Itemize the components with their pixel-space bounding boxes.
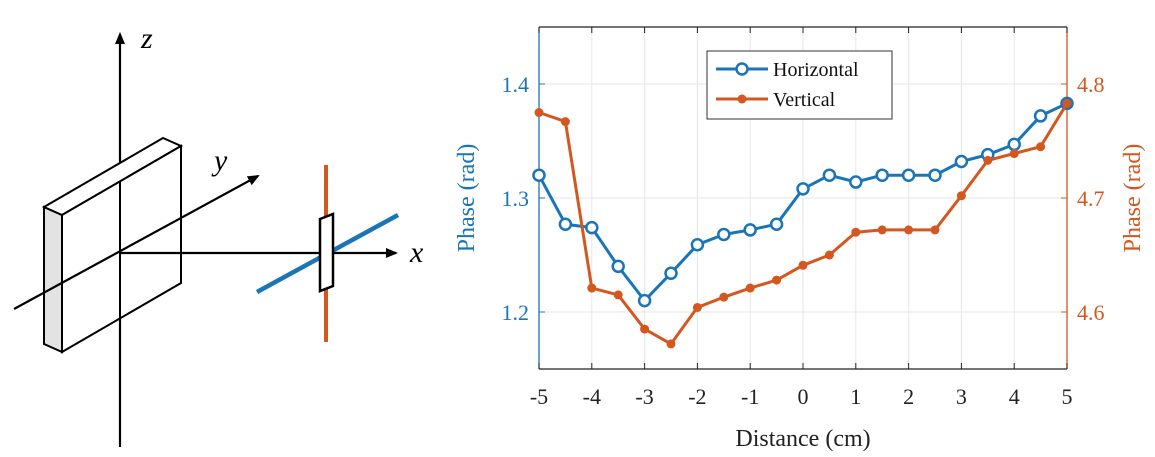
schematic-diagram: z y x (13, 22, 424, 447)
vertical-data-point (587, 283, 597, 293)
legend-horizontal-label: Horizontal (773, 59, 859, 81)
right-y-tick-label: 4.7 (1077, 186, 1105, 211)
horizontal-data-point (928, 168, 942, 182)
sensor-plate (318, 212, 335, 293)
legend-vertical-marker (737, 94, 747, 104)
vertical-data-point (666, 339, 676, 349)
horizontal-data-point (822, 168, 837, 182)
x-tick-label: -2 (688, 384, 706, 409)
x-tick-label: 2 (903, 384, 914, 409)
horizontal-data-point (532, 168, 546, 182)
vertical-data-point (560, 117, 570, 127)
horizontal-data-point (585, 220, 599, 235)
right-y-tick-label: 4.8 (1077, 72, 1105, 97)
vertical-data-point (534, 108, 544, 117)
legend: Horizontal Vertical (706, 50, 893, 120)
horizontal-data-point (1007, 137, 1021, 152)
y-axis (13, 175, 260, 310)
x-tick-label: -1 (741, 384, 759, 409)
y-axis-label: y (211, 144, 228, 177)
x-axis-label: x (409, 236, 424, 269)
right-y-tick-label: 4.6 (1077, 300, 1105, 325)
horizontal-data-point (637, 293, 652, 308)
vertical-data-point (798, 260, 808, 270)
left-y-tick-label: 1.2 (502, 300, 530, 325)
horizontal-data-point (690, 237, 705, 252)
tick-labels: -5 -4 -3 -2 -1 0 1 2 3 4 5 1.2 1.3 1.4 4.6 4.7 4.8 (502, 72, 1105, 409)
tick-marks (538, 27, 1068, 369)
phase-chart: -5 -4 -3 -2 -1 0 1 2 3 4 5 1.2 1.3 1.4 4.6 4.7 4.8 Dista… (454, 26, 1146, 452)
x-tick-label: 0 (798, 384, 809, 409)
vertical-data-point (851, 227, 861, 237)
x-tick-label: -4 (583, 384, 601, 409)
right-y-axis-title: Phase (rad) (1120, 144, 1146, 253)
legend-vertical-label: Vertical (773, 89, 836, 111)
plate-front-face (61, 144, 182, 354)
horizontal-data-point (611, 259, 625, 274)
vertical-data-point (930, 225, 940, 235)
left-y-tick-label: 1.3 (502, 186, 530, 211)
z-axis-label: z (140, 22, 153, 55)
vertical-data-point (719, 292, 729, 302)
horizontal-data-point (796, 182, 810, 196)
legend-box (706, 50, 893, 120)
x-tick-label: 1 (850, 384, 861, 409)
x-tick-label: 3 (956, 384, 967, 409)
left-y-axis-title: Phase (rad) (454, 144, 480, 253)
horizontal-data-point (1033, 109, 1048, 123)
vertical-data-point (1036, 142, 1046, 152)
horizontal-data-point (558, 217, 573, 231)
horizontal-data-point (954, 154, 969, 169)
vertical-data-point (640, 324, 650, 334)
horizontal-data-point (743, 223, 757, 237)
vertical-data-point (745, 283, 755, 293)
plate-side-face (43, 205, 63, 354)
x-axis-title: Distance (cm) (735, 426, 870, 452)
horizontal-data-point (901, 168, 916, 182)
x-tick-label: 4 (1009, 384, 1020, 409)
horizontal-data-point (849, 175, 863, 189)
vertical-data-point (692, 302, 702, 312)
horizontal-data-point (717, 227, 731, 242)
vertical-data-point (1062, 98, 1072, 108)
vertical-data-point (904, 225, 914, 235)
vertical-data-point (772, 275, 782, 285)
horizontal-data-point (875, 168, 889, 182)
x-tick-label: -5 (530, 384, 548, 409)
vertical-data-point (613, 290, 623, 300)
left-y-tick-label: 1.4 (502, 72, 530, 97)
legend-horizontal-marker (735, 62, 749, 76)
x-tick-label: -3 (635, 384, 653, 409)
vertical-data-point (877, 225, 887, 235)
vertical-data-point (824, 250, 834, 260)
vertical-data-point (1009, 149, 1019, 159)
series-layer (532, 96, 1074, 349)
x-tick-label: 5 (1062, 384, 1073, 409)
horizontal-data-point (664, 266, 678, 280)
horizontal-data-point (769, 217, 784, 231)
vertical-data-point (956, 191, 966, 201)
vertical-data-point (983, 155, 993, 165)
